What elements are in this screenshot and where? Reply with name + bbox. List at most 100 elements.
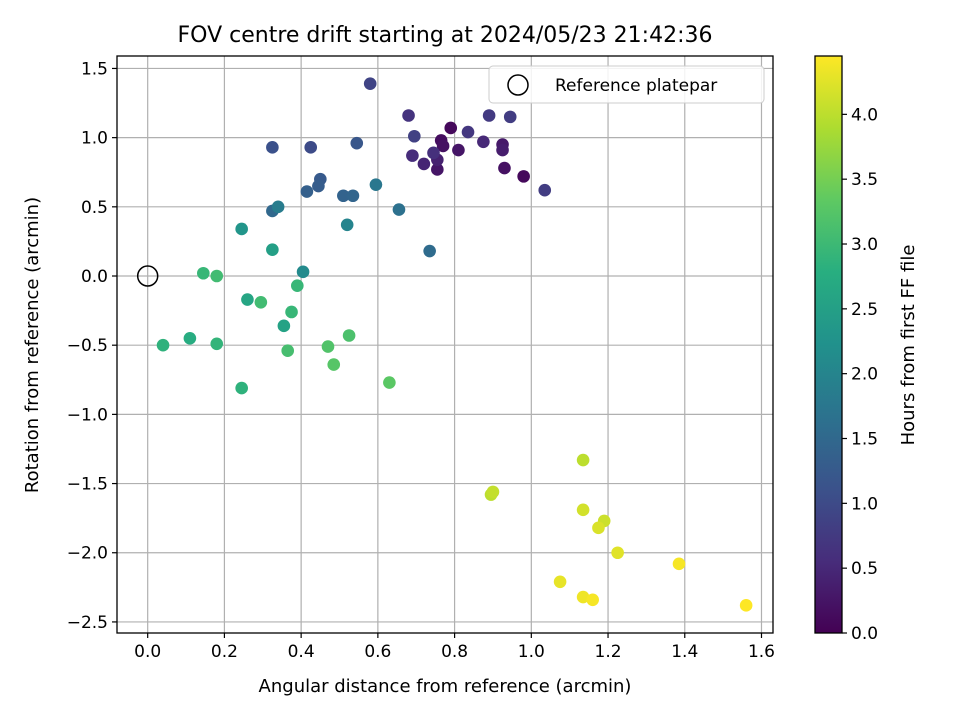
y-tick-label: −0.5 (67, 336, 108, 356)
data-point (427, 146, 440, 160)
data-point (452, 143, 465, 157)
data-point (350, 136, 364, 150)
x-tick-label: 1.0 (518, 642, 545, 662)
x-tick-label: 1.4 (671, 642, 698, 662)
data-point (210, 337, 224, 351)
data-point (337, 189, 350, 203)
data-point (498, 161, 511, 175)
data-point (417, 157, 431, 171)
reference-platepar-marker (136, 265, 159, 287)
y-tick-label: −1.5 (67, 475, 108, 495)
data-point (156, 338, 170, 352)
colorbar-tick-label: 4.0 (851, 105, 878, 125)
data-point (553, 575, 567, 589)
x-ticks: 0.0 0.2 0.4 0.6 0.8 1.0 1.2 1.4 1.6 (134, 633, 775, 662)
data-point (285, 305, 298, 319)
colorbar-tick-label: 3.5 (851, 170, 878, 190)
x-tick-label: 0.2 (211, 642, 238, 662)
data-point (431, 163, 444, 176)
x-tick-label: 0.8 (441, 642, 468, 662)
data-point (576, 590, 590, 604)
data-point (406, 149, 419, 162)
data-points (156, 77, 753, 612)
colorbar-ticks: 0.0 0.5 1.0 1.5 2.0 2.5 3.0 3.5 4.0 (842, 105, 878, 644)
plot-frame (116, 55, 774, 634)
x-tick-label: 0.6 (364, 642, 391, 662)
data-point (304, 141, 318, 154)
data-point (496, 143, 509, 157)
data-point (369, 178, 383, 191)
data-point (486, 485, 500, 499)
data-point (327, 358, 341, 371)
y-tick-label: −1.0 (67, 405, 108, 425)
data-point (392, 203, 406, 216)
data-point (383, 376, 396, 389)
data-point (291, 279, 304, 292)
x-axis-label: Angular distance from reference (arcmin) (259, 676, 632, 697)
y-axis-label: Rotation from reference (arcmin) (22, 197, 43, 493)
data-point (296, 265, 310, 279)
colorbar-tick-label: 0.0 (851, 624, 878, 644)
colorbar-tick-label: 1.5 (851, 430, 878, 450)
data-point (586, 593, 599, 607)
data-point (592, 521, 605, 535)
data-point (254, 295, 268, 309)
colorbar: 0.0 0.5 1.0 1.5 2.0 2.5 3.0 3.5 4.0 Hours from f… (814, 55, 919, 644)
x-tick-label: 1.2 (595, 642, 622, 662)
colorbar-tick-label: 1.0 (851, 494, 878, 514)
legend-reference-label: Reference platepar (555, 76, 717, 96)
x-tick-label: 1.6 (748, 642, 775, 662)
data-point (342, 329, 356, 342)
y-tick-label: −2.0 (67, 544, 108, 564)
data-point (482, 109, 496, 122)
data-point (444, 121, 458, 135)
y-ticks: 1.5 1.0 0.5 0.0 −0.5 −1.0 −1.5 −2.0 −2.5 (67, 59, 117, 633)
data-point (611, 546, 624, 560)
data-point (461, 125, 475, 139)
data-point (477, 135, 490, 149)
y-tick-label: −2.5 (67, 613, 108, 633)
data-point (436, 139, 450, 153)
legend: Reference platepar (488, 65, 765, 104)
data-point (739, 599, 753, 612)
legend-reference-marker (507, 74, 529, 96)
y-tick-label: 0.5 (81, 198, 108, 218)
data-point (538, 183, 552, 197)
data-point (266, 141, 279, 154)
data-point (210, 269, 224, 283)
colorbar-tick-label: 0.5 (851, 559, 878, 579)
colorbar-tick-label: 3.0 (851, 235, 878, 255)
colorbar-label: Hours from first FF file (898, 245, 919, 446)
data-point (321, 340, 335, 353)
data-point (423, 244, 436, 258)
y-tick-label: 0.0 (81, 267, 108, 287)
y-tick-label: 1.0 (81, 129, 108, 149)
chart-title: FOV centre drift starting at 2024/05/23 … (178, 23, 713, 48)
data-point (183, 331, 197, 345)
data-point (235, 381, 248, 395)
data-point (517, 170, 530, 183)
x-tick-label: 0.0 (134, 642, 161, 662)
data-point (300, 185, 314, 198)
data-point (363, 77, 377, 90)
data-point (197, 266, 210, 280)
grid (117, 56, 773, 633)
data-point (340, 218, 354, 232)
data-point (672, 557, 686, 571)
data-point (241, 293, 254, 306)
data-point (271, 200, 285, 214)
y-tick-label: 1.5 (81, 59, 108, 79)
data-point (408, 129, 421, 143)
data-point (576, 453, 590, 467)
colorbar-tick-label: 2.0 (851, 365, 878, 385)
data-point (266, 243, 279, 257)
legend-box (488, 65, 765, 104)
data-point (576, 503, 590, 517)
data-point (277, 319, 291, 333)
data-point (312, 179, 325, 193)
data-point (503, 110, 517, 124)
reference-marker-layer (136, 265, 159, 287)
colorbar-gradient (814, 55, 843, 634)
x-tick-label: 0.4 (288, 642, 315, 662)
